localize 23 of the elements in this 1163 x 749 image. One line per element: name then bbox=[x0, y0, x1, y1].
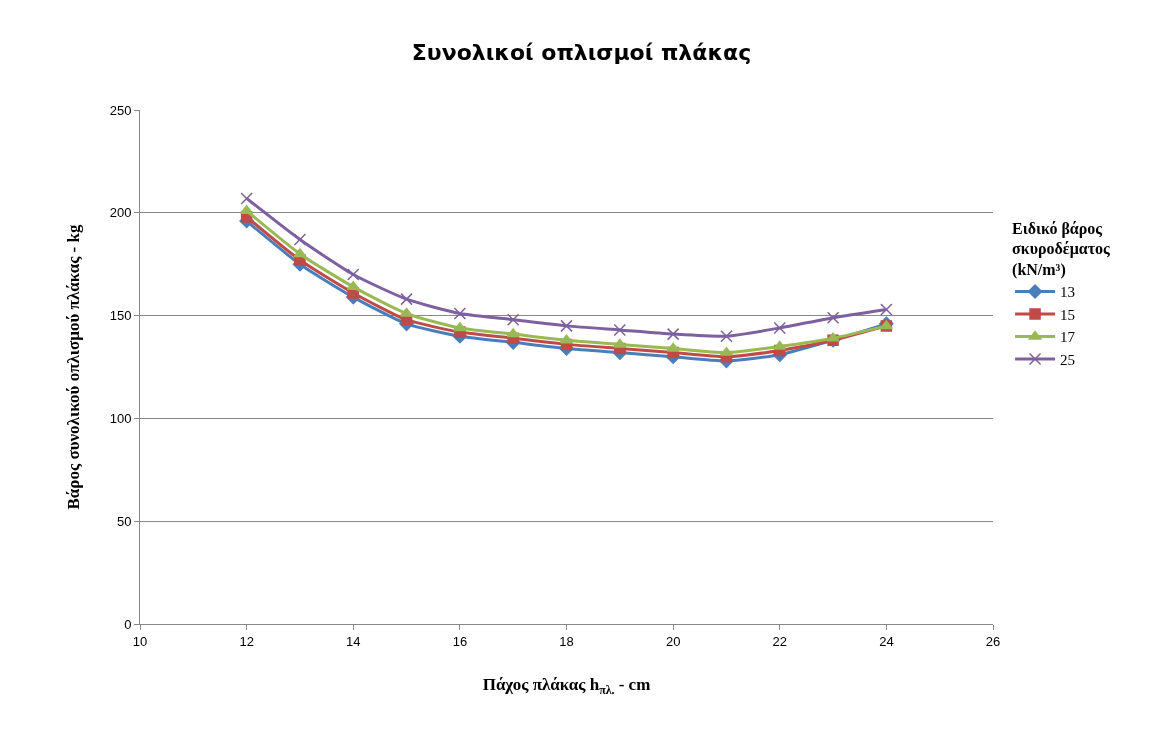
legend-label: 25 bbox=[1060, 351, 1076, 368]
y-tick-label: 50 bbox=[116, 513, 132, 529]
x-tick-label: 12 bbox=[239, 633, 254, 649]
y-tick-label: 200 bbox=[109, 205, 132, 221]
y-tick-label: 100 bbox=[109, 410, 132, 426]
legend-title: Ειδικό βάρος σκυροδέματος (kN/m³) bbox=[1012, 219, 1111, 280]
y-tick-label: 150 bbox=[109, 308, 132, 324]
y-axis-title: Βάρος συνολικού οπλισμού πλάκας - kg bbox=[64, 224, 84, 510]
x-tick-label: 24 bbox=[879, 633, 894, 649]
x-tick-label: 18 bbox=[559, 633, 574, 649]
legend-label: 13 bbox=[1060, 284, 1076, 301]
x-axis-title: Πάχος πλάκας h$_{πλ.}$ - cm bbox=[482, 675, 651, 697]
x-tick-label: 14 bbox=[346, 633, 361, 649]
x-tick-label: 10 bbox=[132, 633, 148, 649]
x-tick-label: 26 bbox=[985, 633, 1001, 649]
y-tick-label: 0 bbox=[124, 616, 132, 632]
chart-title: Συνολικοί οπλισμοί πλάκας bbox=[411, 40, 752, 66]
legend-label: 15 bbox=[1060, 306, 1076, 323]
x-tick-label: 20 bbox=[665, 633, 681, 649]
y-tick-label: 250 bbox=[109, 102, 132, 118]
legend-label: 17 bbox=[1060, 329, 1076, 346]
x-tick-label: 22 bbox=[772, 633, 787, 649]
x-tick-label: 16 bbox=[452, 633, 468, 649]
